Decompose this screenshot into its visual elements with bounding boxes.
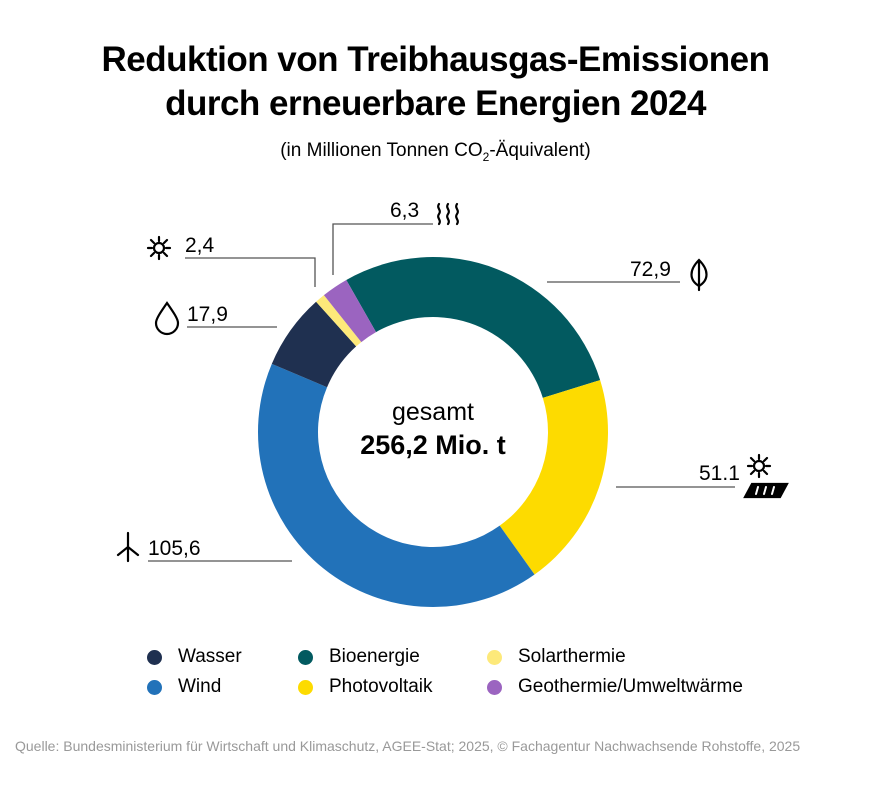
leader-geothermie (332, 223, 433, 275)
subtitle-text: (in Millionen Tonnen CO (280, 140, 483, 161)
subtitle-text-end: -Äquivalent) (489, 140, 591, 161)
legend-item-photovoltaik: Photovoltaik (298, 676, 433, 698)
sun-icon (146, 235, 172, 261)
legend-label: Geothermie/Umweltwärme (518, 676, 743, 697)
slice-wind (258, 363, 535, 607)
value-label-geothermie: 6,3 (390, 199, 420, 222)
solar-panel-icon (743, 482, 789, 499)
value-label-solarthermie: 2,4 (185, 234, 215, 257)
legend-swatch (147, 649, 162, 665)
slice-solarthermie (316, 295, 362, 347)
slice-bioenergie (346, 257, 601, 398)
value-label-wind: 105,6 (148, 537, 201, 560)
value-label-bioenergie: 72,9 (630, 258, 671, 281)
slice-geothermie-umweltwärme (323, 279, 377, 343)
value-label-wasser: 17,9 (187, 303, 228, 326)
legend-swatch (147, 679, 162, 695)
legend-label: Bioenergie (329, 646, 420, 667)
chart-title: Reduktion von Treibhausgas-Emissionen dur… (0, 38, 871, 126)
subtitle-subscript: 2 (482, 149, 490, 164)
legend-swatch (487, 679, 502, 695)
legend-label: Wind (178, 676, 222, 697)
legend-label: Wasser (178, 646, 242, 667)
source-note: Quelle: Bundesministerium für Wirtschaft… (15, 738, 801, 754)
leader-lines (148, 223, 735, 562)
center-total: 256,2 Mio. t (360, 430, 506, 460)
water-drop-icon (154, 301, 180, 336)
title-line-2: durch erneuerbare Energien 2024 (165, 84, 706, 123)
center-label: gesamt (392, 398, 474, 426)
leaf-icon (690, 258, 708, 292)
legend-item-bioenergie: Bioenergie (298, 646, 420, 668)
value-label-photovoltaik: 51.1 (699, 462, 740, 485)
leader-solarthermie (185, 257, 316, 287)
legend-swatch (298, 649, 313, 665)
sun-icon (746, 453, 772, 479)
legend-label: Solarthermie (518, 646, 626, 667)
slice-wasser (271, 301, 357, 388)
legend-item-wind: Wind (147, 676, 221, 698)
legend-item-wasser: Wasser (147, 646, 242, 668)
legend-item-solarthermie: Solarthermie (487, 646, 626, 668)
chart-subtitle: (in Millionen Tonnen CO2-Äquivalent) (0, 140, 871, 164)
legend-swatch (298, 679, 313, 695)
heat-waves-icon (437, 202, 459, 226)
legend-label: Photovoltaik (329, 676, 433, 697)
legend-swatch (487, 649, 502, 665)
legend-item-geothermie: Geothermie/Umweltwärme (487, 676, 743, 698)
wind-turbine-icon (116, 531, 140, 563)
slice-photovoltaik (499, 380, 608, 575)
title-line-1: Reduktion von Treibhausgas-Emissionen (101, 40, 770, 79)
